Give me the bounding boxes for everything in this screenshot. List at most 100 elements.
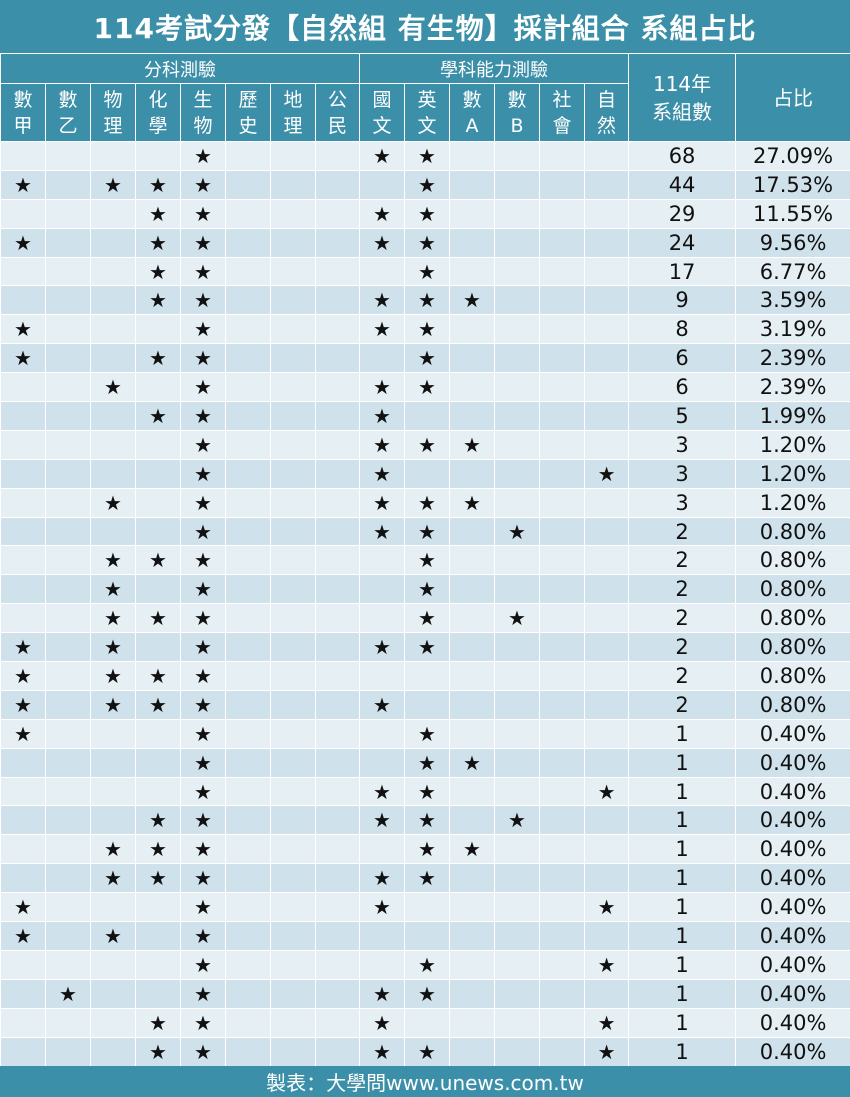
table-row: ★ ★ ★ ★ ★ 1 0.40% (0, 805, 850, 836)
star-mark-cell: ★ (135, 343, 181, 374)
empty-cell (359, 949, 405, 980)
star-mark-cell: ★ (0, 689, 46, 720)
table-row: ★ ★ ★ ★ ★ 1 0.40% (0, 863, 850, 894)
subject-header-char: 理 (283, 114, 303, 137)
empty-cell (539, 227, 585, 258)
empty-cell (583, 603, 630, 634)
star-mark-cell: ★ (180, 747, 226, 778)
group-header-advanced: 分科測驗 (0, 53, 360, 84)
empty-cell (225, 487, 271, 518)
star-mark-cell: ★ (180, 805, 226, 836)
star-mark-cell: ★ (404, 169, 450, 200)
star-mark-cell: ★ (90, 863, 136, 894)
empty-cell (449, 718, 495, 749)
count-cell: 6 (628, 372, 737, 403)
count-cell: 2 (628, 661, 737, 691)
star-mark-cell: ★ (359, 429, 405, 460)
empty-cell (449, 805, 495, 836)
empty-cell (225, 227, 271, 258)
empty-cell (315, 1007, 360, 1038)
star-mark-cell: ★ (90, 487, 136, 518)
empty-cell (449, 689, 495, 720)
star-mark-cell: ★ (180, 949, 226, 980)
empty-cell (315, 343, 360, 374)
empty-cell (449, 198, 495, 229)
subject-header-char: 數 (58, 88, 78, 111)
subject-header: 公民 (315, 83, 360, 142)
empty-cell (315, 632, 360, 663)
empty-cell (494, 256, 540, 287)
star-mark-cell: ★ (135, 198, 181, 229)
empty-cell (315, 805, 360, 836)
empty-cell (494, 1036, 540, 1067)
star-mark-cell: ★ (404, 776, 450, 807)
empty-cell (494, 689, 540, 720)
empty-cell (449, 921, 495, 951)
empty-cell (270, 574, 316, 605)
empty-cell (449, 314, 495, 345)
subject-header-char: 會 (552, 114, 572, 137)
empty-cell (539, 718, 585, 749)
star-mark-cell: ★ (0, 169, 46, 200)
empty-cell (315, 689, 360, 720)
empty-cell (90, 285, 136, 316)
table-row: ★ ★ ★ ★ 3 1.20% (0, 429, 850, 460)
star-mark-cell: ★ (135, 1007, 181, 1038)
star-mark-cell: ★ (135, 169, 181, 200)
empty-cell (45, 516, 91, 547)
empty-cell (539, 632, 585, 663)
table-row: ★ ★ ★ 1 0.40% (0, 718, 850, 749)
empty-cell (90, 227, 136, 258)
star-mark-cell: ★ (90, 632, 136, 663)
empty-cell (45, 892, 91, 923)
empty-cell (583, 689, 630, 720)
empty-cell (315, 227, 360, 258)
empty-cell (359, 545, 405, 576)
ratio-cell: 3.59% (735, 285, 850, 316)
empty-cell (494, 487, 540, 518)
subject-header: 自然 (583, 83, 630, 142)
empty-cell (583, 834, 630, 865)
empty-cell (45, 718, 91, 749)
empty-cell (359, 921, 405, 951)
empty-cell (539, 256, 585, 287)
ratio-cell: 1.20% (735, 429, 850, 460)
empty-cell (270, 429, 316, 460)
empty-cell (449, 863, 495, 894)
star-mark-cell: ★ (180, 314, 226, 345)
count-cell: 1 (628, 1007, 737, 1038)
empty-cell (449, 458, 495, 489)
empty-cell (225, 343, 271, 374)
empty-cell (225, 632, 271, 663)
empty-cell (225, 141, 271, 171)
star-mark-cell: ★ (359, 198, 405, 229)
empty-cell (404, 921, 450, 951)
empty-cell (315, 372, 360, 403)
ratio-cell: 0.40% (735, 1007, 850, 1038)
empty-cell (449, 978, 495, 1009)
empty-cell (539, 169, 585, 200)
ratio-cell: 0.40% (735, 921, 850, 951)
subject-header-char: 歷 (238, 88, 258, 111)
star-mark-cell: ★ (359, 1036, 405, 1067)
empty-cell (45, 689, 91, 720)
empty-cell (404, 401, 450, 431)
star-mark-cell: ★ (180, 516, 226, 547)
empty-cell (494, 169, 540, 200)
ratio-cell: 0.80% (735, 689, 850, 720)
ratio-cell: 0.40% (735, 978, 850, 1009)
star-mark-cell: ★ (0, 892, 46, 923)
empty-cell (315, 256, 360, 287)
empty-cell (494, 285, 540, 316)
subject-header-char: 史 (238, 114, 258, 137)
empty-cell (90, 718, 136, 749)
empty-cell (583, 747, 630, 778)
star-mark-cell: ★ (404, 372, 450, 403)
ratio-cell: 9.56% (735, 227, 850, 258)
star-mark-cell: ★ (404, 227, 450, 258)
empty-cell (225, 834, 271, 865)
star-mark-cell: ★ (180, 1036, 226, 1067)
star-mark-cell: ★ (359, 141, 405, 171)
empty-cell (583, 343, 630, 374)
